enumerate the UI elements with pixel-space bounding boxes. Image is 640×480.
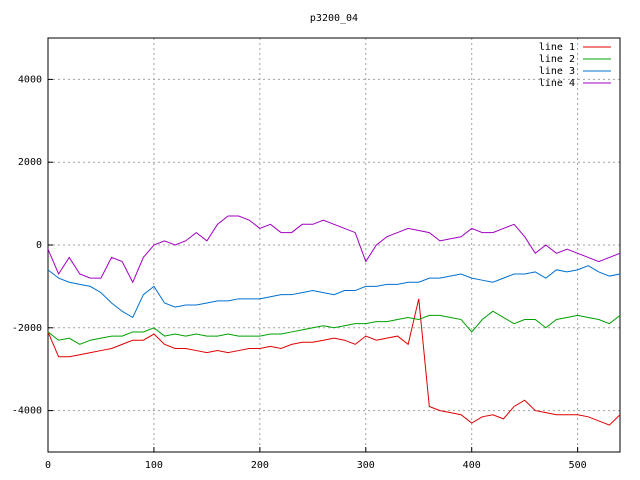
x-tick-label: 0 <box>45 460 51 471</box>
chart-title: p3200_04 <box>310 13 358 24</box>
x-tick-label: 400 <box>463 460 481 471</box>
series-line <box>47 215 621 284</box>
y-tick-label: 4000 <box>18 74 42 85</box>
x-tick-label: 100 <box>145 460 163 471</box>
legend-label: line 3 <box>539 66 575 77</box>
x-tick-label: 200 <box>251 460 269 471</box>
series-line <box>47 265 621 319</box>
legend-label: line 1 <box>539 42 575 53</box>
x-tick-label: 500 <box>569 460 587 471</box>
series-line <box>47 298 621 426</box>
y-tick-label: -4000 <box>12 406 42 417</box>
y-tick-label: -2000 <box>12 323 42 334</box>
legend-label: line 4 <box>539 78 575 89</box>
legend-label: line 2 <box>539 54 575 65</box>
y-tick-label: 2000 <box>18 157 42 168</box>
y-tick-label: 0 <box>36 240 42 251</box>
plot-frame <box>47 37 621 453</box>
x-tick-label: 300 <box>357 460 375 471</box>
series-line <box>47 310 621 345</box>
